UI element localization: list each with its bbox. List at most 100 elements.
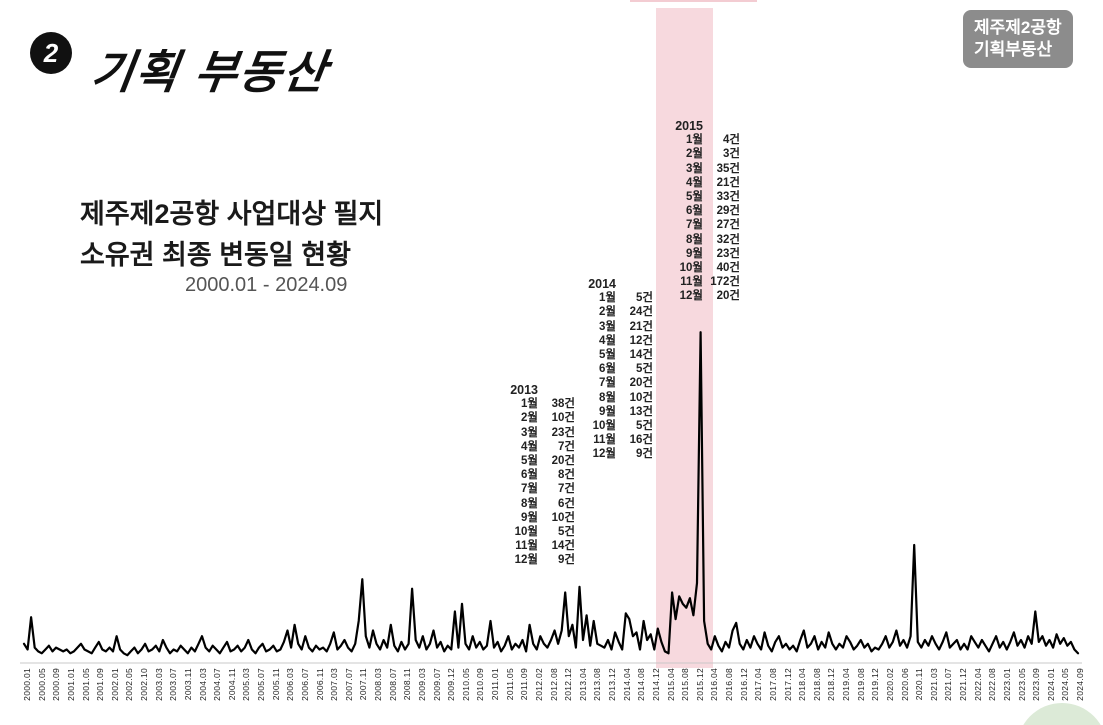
x-tick-label: 2021.07: [943, 668, 954, 701]
section-number: 2: [43, 37, 59, 68]
table-row: 6월 29건: [665, 204, 740, 218]
x-tick-label: 2023.01: [1001, 668, 1012, 701]
chart-subtitle-line1: 제주제2공항 사업대상 필지: [80, 199, 384, 229]
count-value: 3건: [723, 148, 740, 161]
count-value: 8건: [558, 469, 575, 482]
table-row: 5월 14건: [578, 348, 653, 362]
count-value: 5건: [558, 525, 575, 538]
table-row: 4월 12건: [578, 334, 653, 348]
x-tick-label: 2012.08: [548, 668, 559, 701]
x-tick-label: 2007.07: [343, 668, 354, 701]
x-tick-label: 2002.01: [109, 668, 120, 701]
series-line: [22, 331, 1080, 657]
table-row: 6월 5건: [578, 362, 653, 376]
x-tick-label: 2003.03: [153, 668, 164, 701]
watermark-circle: [1017, 703, 1103, 725]
x-tick-label: 2016.04: [709, 668, 720, 701]
table-row: 2월 3건: [665, 147, 740, 161]
x-tick-label: 2005.07: [256, 668, 266, 701]
count-value: 4건: [723, 134, 740, 147]
x-tick-label: 2015.04: [665, 668, 676, 701]
count-value: 9건: [636, 448, 653, 461]
count-value: 21건: [716, 176, 740, 189]
x-tick-label: 2022.04: [972, 668, 983, 701]
count-value: 12건: [629, 334, 653, 347]
table-row: 3월 35건: [665, 162, 740, 176]
count-value: 20건: [629, 377, 653, 390]
x-tick-label: 2002.05: [124, 668, 135, 701]
x-tick-label: 2017.08: [767, 668, 778, 701]
count-value: 5건: [636, 419, 653, 432]
line-chart: [20, 331, 1082, 664]
count-value: 5건: [636, 363, 653, 376]
table-row: 11월 172건: [665, 275, 740, 289]
table-row: 8월 6건: [500, 497, 575, 511]
x-tick-label: 2000.05: [36, 668, 47, 701]
table-row: 2월 10건: [500, 411, 575, 425]
month-label: 8월: [521, 497, 538, 510]
month-label: 2월: [686, 148, 703, 161]
x-tick-label: 2006.03: [285, 668, 296, 701]
x-tick-label: 2001.01: [65, 668, 76, 701]
month-label: 11월: [515, 540, 538, 553]
x-tick-label: 2000.01: [22, 668, 32, 701]
table-row: 1월 5건: [578, 291, 653, 305]
corner-badge-line1: 제주제2공항: [974, 18, 1062, 37]
x-tick-label: 2014.12: [650, 668, 661, 701]
x-tick-label: 2010.09: [475, 668, 486, 701]
month-label: 3월: [599, 320, 616, 333]
x-tick-label: 2002.10: [139, 668, 149, 701]
count-value: 13건: [629, 405, 653, 418]
x-tick-label: 2001.05: [80, 668, 91, 701]
x-tick-label: 2008.11: [402, 668, 413, 701]
table-row: 4월 21건: [665, 176, 740, 190]
month-label: 5월: [686, 190, 703, 203]
month-label: 9월: [686, 247, 703, 260]
x-tick-label: 2024.09: [1075, 668, 1085, 701]
x-tick-label: 2003.07: [168, 668, 179, 701]
count-value: 10건: [629, 391, 653, 404]
month-label: 12월: [592, 448, 616, 461]
x-tick-label: 2004.11: [226, 668, 237, 701]
month-label: 9월: [599, 405, 616, 418]
month-label: 7월: [599, 377, 616, 390]
count-value: 32건: [716, 233, 740, 246]
table-row: 12월 20건: [665, 289, 740, 303]
month-label: 4월: [521, 440, 538, 453]
table-row: 7월 20건: [578, 376, 653, 390]
month-label: 4월: [599, 334, 616, 347]
table-row: 10월 5건: [578, 419, 653, 433]
year-table-2014: 2014 1월 5건 2월 24건 3월 21건 4월 12건 5월 14건 6월 5건 7월 20건 8월 1…: [578, 277, 653, 461]
year-label: 2013: [510, 383, 538, 397]
count-value: 7건: [558, 440, 575, 453]
table-row: 10월 40건: [665, 261, 740, 275]
x-tick-label: 2021.12: [958, 668, 968, 701]
x-tick-label: 2008.07: [387, 668, 398, 701]
count-value: 35건: [716, 162, 740, 175]
x-tick-label: 2010.05: [460, 668, 471, 701]
month-label: 12월: [514, 554, 538, 567]
chart-subtitle-line2: 소유권 최종 변동일 현황: [80, 240, 351, 270]
table-row: 11월 16건: [578, 433, 653, 447]
month-label: 6월: [686, 205, 703, 218]
table-row: 2월 24건: [578, 305, 653, 319]
table-row: 8월 10건: [578, 391, 653, 405]
year-label: 2015: [675, 119, 703, 133]
month-label: 5월: [521, 454, 538, 467]
x-tick-label: 2008.03: [373, 668, 383, 701]
count-value: 5건: [636, 292, 653, 305]
x-tick-label: 2011.05: [504, 668, 515, 701]
x-tick-label: 2012.12: [563, 668, 574, 701]
x-tick-label: 2013.12: [607, 668, 617, 701]
count-value: 14건: [551, 540, 575, 553]
x-tick-label: 2023.09: [1031, 668, 1042, 701]
table-row: 7월 27건: [665, 218, 740, 232]
x-tick-label: 2014.04: [621, 668, 632, 701]
x-tick-label: 2014.08: [636, 668, 647, 701]
x-tick-label: 2024.01: [1045, 668, 1056, 701]
table-row: 5월 33건: [665, 190, 740, 204]
table-row: 5월 20건: [500, 454, 575, 468]
count-value: 27건: [716, 219, 740, 232]
x-tick-label: 2016.08: [724, 668, 734, 701]
